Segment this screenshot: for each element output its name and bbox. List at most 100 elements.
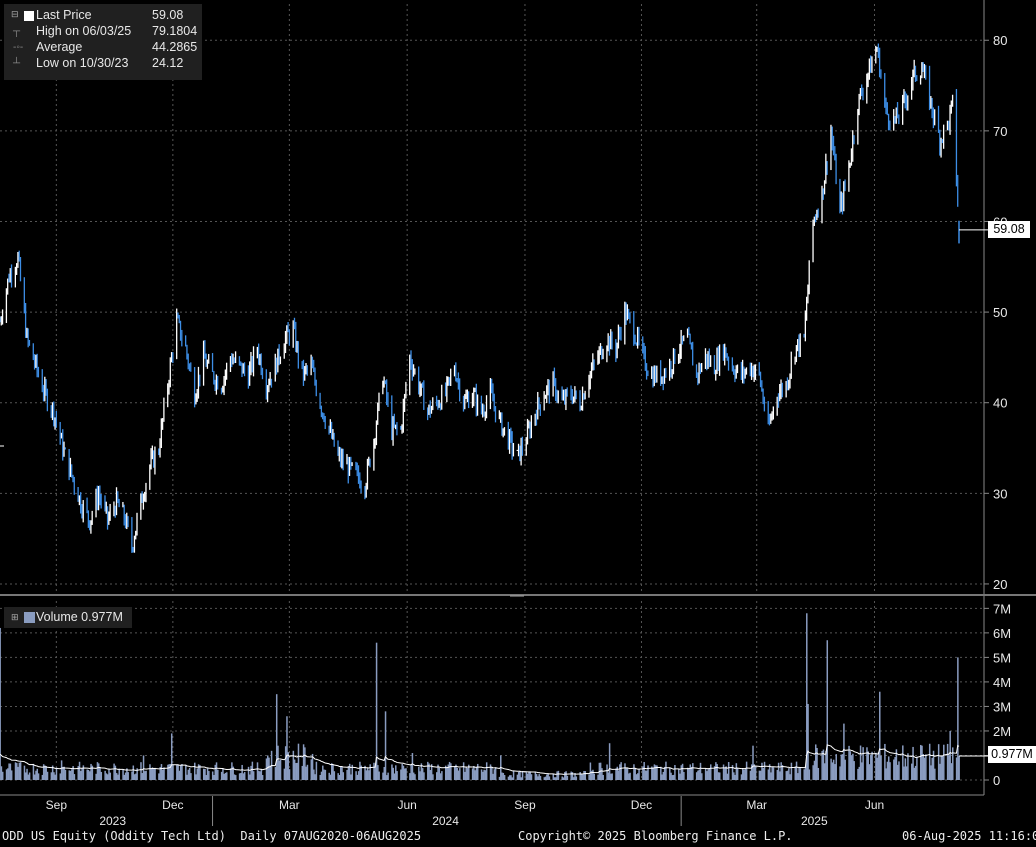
- volume-bar: [241, 764, 243, 780]
- volume-bar: [347, 766, 350, 780]
- volume-bar: [375, 642, 378, 780]
- month-tick-label: Sep: [46, 798, 68, 812]
- volume-bar: [955, 757, 958, 780]
- volume-bar: [902, 745, 904, 780]
- month-tick-label: Dec: [631, 798, 652, 812]
- volume-bar: [482, 771, 484, 780]
- volume-bar: [949, 730, 951, 780]
- volume-bar: [868, 764, 871, 780]
- volume-bar: [727, 762, 730, 780]
- volume-bar: [37, 773, 40, 780]
- volume-bar: [644, 770, 647, 780]
- volume-bar: [750, 764, 753, 780]
- volume-bar: [45, 766, 47, 780]
- volume-bar: [798, 767, 800, 780]
- volume-bar: [439, 773, 442, 780]
- volume-bar: [887, 756, 890, 780]
- volume-bar: [332, 764, 334, 780]
- volume-bar: [674, 765, 676, 780]
- volume-bar: [491, 766, 493, 780]
- volume-bar: [268, 757, 270, 780]
- volume-bar: [78, 761, 81, 780]
- volume-bar: [780, 762, 782, 780]
- volume-bar: [73, 774, 76, 780]
- volume-bar: [638, 769, 640, 780]
- volume-bar: [355, 771, 357, 780]
- volume-bar: [53, 772, 55, 780]
- volume-bar: [71, 769, 73, 780]
- footer-copyright: Copyright© 2025 Bloomberg Finance L.P.: [518, 829, 793, 843]
- year-tick-label: 2025: [801, 814, 828, 828]
- volume-bar: [256, 762, 259, 780]
- volume-bar: [786, 770, 789, 780]
- volume-bar: [619, 764, 621, 780]
- volume-bar: [410, 764, 412, 780]
- volume-bar: [848, 745, 850, 780]
- expand-icon[interactable]: ⊞: [11, 612, 19, 622]
- volume-bar: [821, 750, 823, 780]
- volume-bar: [555, 777, 557, 780]
- volume-bar: [427, 761, 429, 780]
- volume-bar: [89, 771, 91, 780]
- volume-bar: [365, 770, 368, 780]
- collapse-icon[interactable]: ⊟: [11, 9, 19, 19]
- volume-bar: [808, 769, 811, 780]
- volume-bar: [575, 776, 578, 780]
- volume-bar: [393, 773, 396, 780]
- volume-bar: [314, 774, 316, 780]
- volume-bar: [162, 769, 164, 780]
- volume-bar: [287, 752, 289, 780]
- volume-bar: [286, 716, 288, 780]
- volume-bar: [876, 757, 878, 780]
- volume-bar: [113, 763, 115, 780]
- volume-bar: [323, 769, 325, 780]
- volume-bar: [384, 711, 387, 780]
- volume-bar: [665, 761, 667, 780]
- volume-bar: [759, 770, 762, 780]
- volume-bar: [441, 771, 443, 780]
- volume-bar: [871, 751, 873, 780]
- volume-bar: [862, 747, 864, 780]
- volume-bar: [725, 766, 727, 780]
- volume-bar: [310, 759, 313, 780]
- volume-bar: [295, 763, 297, 780]
- volume-bar: [373, 762, 375, 780]
- volume-bar: [196, 768, 199, 780]
- volume-bar: [186, 774, 188, 780]
- volume-bar: [455, 764, 457, 780]
- volume-bar: [357, 771, 360, 780]
- volume-bar: [208, 771, 210, 780]
- volume-bar: [342, 772, 345, 780]
- volume-bar: [414, 774, 416, 780]
- volume-bar: [420, 763, 423, 780]
- volume-bar: [202, 768, 205, 780]
- volume-bar: [242, 773, 245, 780]
- volume-bar: [351, 764, 354, 780]
- volume-bar: [544, 776, 547, 780]
- volume-bar: [950, 763, 953, 780]
- volume-bar: [835, 754, 837, 780]
- volume-bar: [233, 774, 236, 780]
- volume-bar: [95, 773, 97, 780]
- volume-bar: [319, 774, 321, 780]
- volume-bar: [261, 775, 264, 780]
- volume-bar: [695, 772, 698, 780]
- volume-bar: [23, 765, 26, 780]
- volume-bar: [459, 768, 461, 780]
- volume-bar: [628, 773, 630, 780]
- volume-bar: [149, 764, 151, 780]
- volume-bar: [502, 772, 505, 780]
- volume-bar: [177, 764, 179, 780]
- volume-bar: [205, 775, 208, 780]
- volume-bar: [807, 703, 809, 780]
- volume-bar: [753, 764, 756, 780]
- volume-bar: [683, 772, 685, 780]
- volume-bar: [916, 756, 918, 780]
- volume-bar: [816, 747, 818, 780]
- volume-bar: [249, 774, 251, 780]
- volume-bar: [377, 765, 379, 780]
- volume-bar: [167, 764, 169, 780]
- volume-bar: [315, 761, 318, 780]
- volume-bar: [400, 769, 402, 780]
- volume-bar: [508, 775, 511, 780]
